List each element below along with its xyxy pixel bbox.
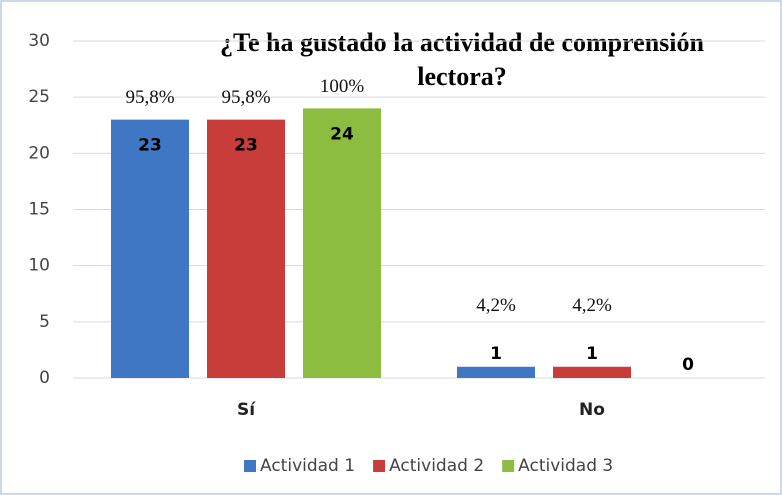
bar [553, 366, 631, 378]
data-label: 24 [330, 124, 354, 144]
legend-swatch [502, 460, 515, 472]
y-tick-label: 25 [28, 87, 50, 107]
x-tick-label: Sí [237, 400, 256, 420]
legend-label: Actividad 2 [389, 456, 484, 476]
data-label: 1 [490, 344, 502, 364]
percent-label: 95,8% [221, 87, 270, 108]
legend-label: Actividad 3 [518, 456, 613, 476]
percent-label: 95,8% [125, 87, 174, 108]
chart-title: ¿Te ha gustado la actividad de comprensi… [220, 28, 705, 57]
y-tick-label: 5 [39, 312, 50, 332]
x-tick-label: No [579, 400, 605, 420]
percent-label: 4,2% [572, 295, 612, 316]
data-label: 23 [234, 136, 258, 156]
percent-label: 4,2% [476, 295, 516, 316]
data-label: 1 [586, 344, 598, 364]
bar [457, 366, 535, 378]
legend-swatch [373, 460, 386, 472]
legend-label: Actividad 1 [260, 456, 355, 476]
bar [111, 119, 189, 378]
legend-swatch [244, 460, 256, 472]
data-label: 23 [138, 136, 162, 156]
chart-title: lectora? [417, 62, 507, 91]
y-tick-label: 20 [28, 143, 50, 163]
percent-label: 100% [320, 76, 365, 97]
y-tick-label: 30 [28, 31, 50, 51]
bar [303, 108, 381, 379]
y-tick-label: 0 [39, 368, 50, 388]
bar [207, 119, 285, 378]
y-tick-label: 10 [28, 256, 50, 276]
y-tick-label: 15 [28, 200, 50, 220]
data-label: 0 [682, 355, 694, 375]
